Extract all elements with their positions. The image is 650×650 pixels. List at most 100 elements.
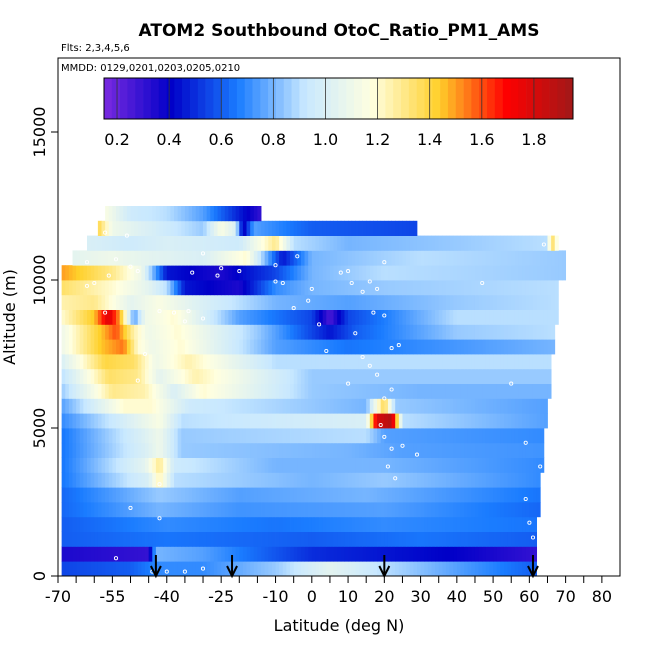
heatmap-cell <box>228 546 233 562</box>
heatmap-cell <box>87 502 92 518</box>
heatmap-cell <box>250 383 255 399</box>
heatmap-cell <box>464 324 469 340</box>
heatmap-cell <box>322 368 327 384</box>
heatmap-cell <box>474 354 479 370</box>
heatmap-cell <box>181 487 186 503</box>
heatmap-cell <box>395 220 400 236</box>
heatmap-cell <box>293 428 298 444</box>
heatmap-cell <box>79 280 84 296</box>
scatter-point <box>84 283 90 288</box>
heatmap-cell <box>409 280 414 296</box>
heatmap-cell <box>108 354 113 370</box>
heatmap-cell <box>221 561 226 577</box>
heatmap-cell <box>369 309 374 325</box>
heatmap-cell <box>300 265 305 281</box>
heatmap-cell <box>134 561 139 577</box>
heatmap-cell <box>271 502 276 518</box>
heatmap-cell <box>398 546 403 562</box>
heatmap-cell <box>119 235 124 251</box>
heatmap-cell <box>152 265 157 281</box>
heatmap-cell <box>119 546 124 562</box>
heatmap-cell <box>192 250 197 266</box>
heatmap-cell <box>518 309 523 325</box>
heatmap-cell <box>333 309 338 325</box>
heatmap-cell <box>442 280 447 296</box>
heatmap-cell <box>424 265 429 281</box>
heatmap-cell <box>97 235 102 251</box>
heatmap-cell <box>413 561 418 577</box>
heatmap-cell <box>152 546 157 562</box>
heatmap-cell <box>540 413 545 429</box>
heatmap-cell <box>199 220 204 236</box>
heatmap-cell <box>420 398 425 414</box>
heatmap-cell <box>181 339 186 355</box>
heatmap-cell <box>420 280 425 296</box>
heatmap-cell <box>420 265 425 281</box>
heatmap-cell <box>163 472 168 488</box>
heatmap-cell <box>503 531 508 547</box>
heatmap-cell <box>90 324 95 340</box>
heatmap-cell <box>83 487 88 503</box>
heatmap-cell <box>217 235 222 251</box>
heatmap-cell <box>442 561 447 577</box>
heatmap-cell <box>188 442 193 458</box>
colorbar-swatch <box>440 78 449 119</box>
heatmap-cell <box>279 398 284 414</box>
heatmap-cell <box>525 294 530 310</box>
heatmap-cell <box>551 235 556 251</box>
heatmap-cell <box>155 413 160 429</box>
heatmap-cell <box>257 339 262 355</box>
heatmap-cell <box>522 368 527 384</box>
heatmap-cell <box>377 339 382 355</box>
heatmap-cell <box>456 413 461 429</box>
heatmap-cell <box>290 368 295 384</box>
heatmap-cell <box>424 383 429 399</box>
heatmap-cell <box>554 235 559 251</box>
heatmap-cell <box>489 487 494 503</box>
heatmap-cell <box>474 516 479 532</box>
scatter-point <box>378 422 383 428</box>
heatmap-cell <box>362 561 367 577</box>
heatmap-cell <box>326 280 331 296</box>
heatmap-cell <box>159 265 164 281</box>
colorbar: 0.2 0.4 0.6 0.8 1.0 1.2 1.4 1.6 1.8 <box>103 77 574 149</box>
heatmap-cell <box>79 354 84 370</box>
heatmap-cell <box>355 368 360 384</box>
heatmap-cell <box>159 502 164 518</box>
heatmap-cell <box>348 413 353 429</box>
heatmap-cell <box>159 531 164 547</box>
scatter-point <box>124 233 129 238</box>
heatmap-cell <box>116 531 121 547</box>
heatmap-cell <box>126 502 131 518</box>
heatmap-cell <box>94 294 99 310</box>
heatmap-cell <box>351 265 356 281</box>
heatmap-cell <box>199 502 204 518</box>
heatmap-cell <box>496 309 501 325</box>
heatmap-cell <box>348 235 353 251</box>
heatmap-cell <box>210 442 215 458</box>
heatmap-cell <box>460 294 465 310</box>
heatmap-cell <box>536 354 541 370</box>
heatmap-cell <box>460 502 465 518</box>
heatmap-cell <box>170 265 175 281</box>
heatmap-cell <box>366 487 371 503</box>
heatmap-cell <box>355 250 360 266</box>
heatmap-cell <box>213 487 218 503</box>
heatmap-cell <box>485 294 490 310</box>
heatmap-cell <box>507 265 512 281</box>
heatmap-cell <box>94 280 99 296</box>
heatmap-cell <box>456 442 461 458</box>
heatmap-cell <box>134 324 139 340</box>
heatmap-cell <box>159 368 164 384</box>
heatmap-cell <box>141 339 146 355</box>
heatmap-cell <box>507 457 512 473</box>
heatmap-cell <box>108 487 113 503</box>
colorbar-swatch <box>104 78 113 119</box>
heatmap-cell <box>148 235 153 251</box>
x-tick-label: -55 <box>99 587 125 606</box>
heatmap-cell <box>184 265 189 281</box>
heatmap-cell <box>286 546 291 562</box>
heatmap-cell <box>170 561 175 577</box>
heatmap-cell <box>478 250 483 266</box>
heatmap-cell <box>232 413 237 429</box>
